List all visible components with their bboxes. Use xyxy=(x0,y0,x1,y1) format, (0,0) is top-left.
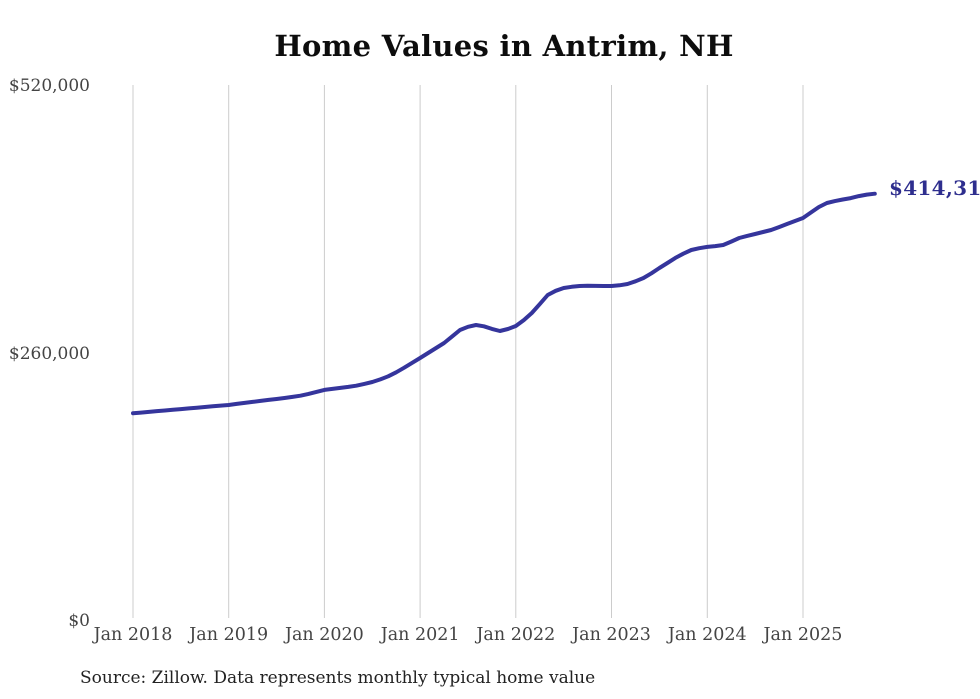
latest-value-label: $414,319 xyxy=(889,176,980,200)
x-axis-tick-label: Jan 2025 xyxy=(763,625,843,645)
source-note: Source: Zillow. Data represents monthly … xyxy=(80,668,596,688)
home-value-line xyxy=(131,191,877,416)
y-axis-tick-label: $0 xyxy=(68,611,90,631)
x-axis-tick-label: Jan 2024 xyxy=(667,625,747,645)
x-axis-tick-label: Jan 2018 xyxy=(93,625,173,645)
x-axis-tick-label: Jan 2021 xyxy=(380,625,460,645)
y-axis-tick-label: $260,000 xyxy=(8,343,90,364)
x-axis-tick-label: Jan 2020 xyxy=(284,625,364,645)
y-axis-tick-label: $520,000 xyxy=(8,76,90,96)
x-axis-tick-label: Jan 2019 xyxy=(189,625,269,645)
chart-title: Home Values in Antrim, NH xyxy=(274,29,734,63)
x-axis-tick-label: Jan 2023 xyxy=(572,625,651,645)
x-axis-tick-label: Jan 2022 xyxy=(476,625,556,645)
